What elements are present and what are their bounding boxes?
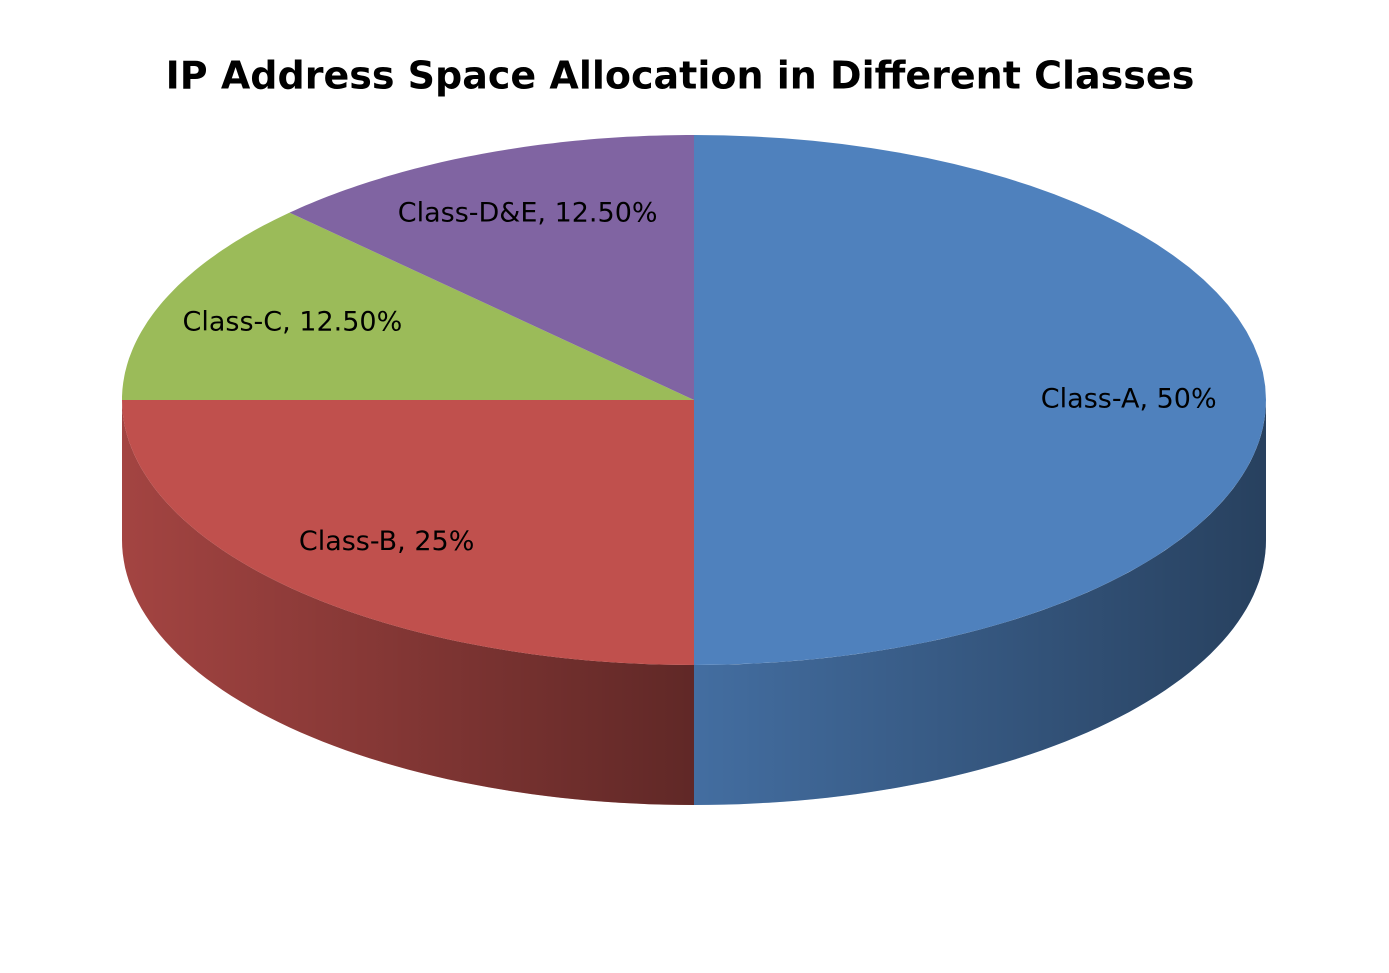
pie-tops: [122, 135, 1266, 665]
data-labels: Class-A, 50% Class-B, 25% Class-C, 12.50% C…: [182, 197, 1216, 556]
data-label: Class-B, 25%: [299, 526, 475, 557]
chart-title: IP Address Space Allocation in Different…: [166, 54, 1195, 98]
pie-side-shade: [694, 400, 1266, 805]
pie-slice: [122, 400, 694, 665]
pie-slice: [122, 212, 694, 400]
pie-slice: [289, 135, 694, 400]
pie-slice: [694, 135, 1266, 665]
data-label: Class-C, 12.50%: [182, 306, 402, 337]
data-label: Class-D&E, 12.50%: [398, 197, 658, 228]
pie-sides: [122, 400, 1266, 805]
data-label: Class-A, 50%: [1041, 384, 1217, 415]
pie-side-shade: [122, 400, 694, 805]
